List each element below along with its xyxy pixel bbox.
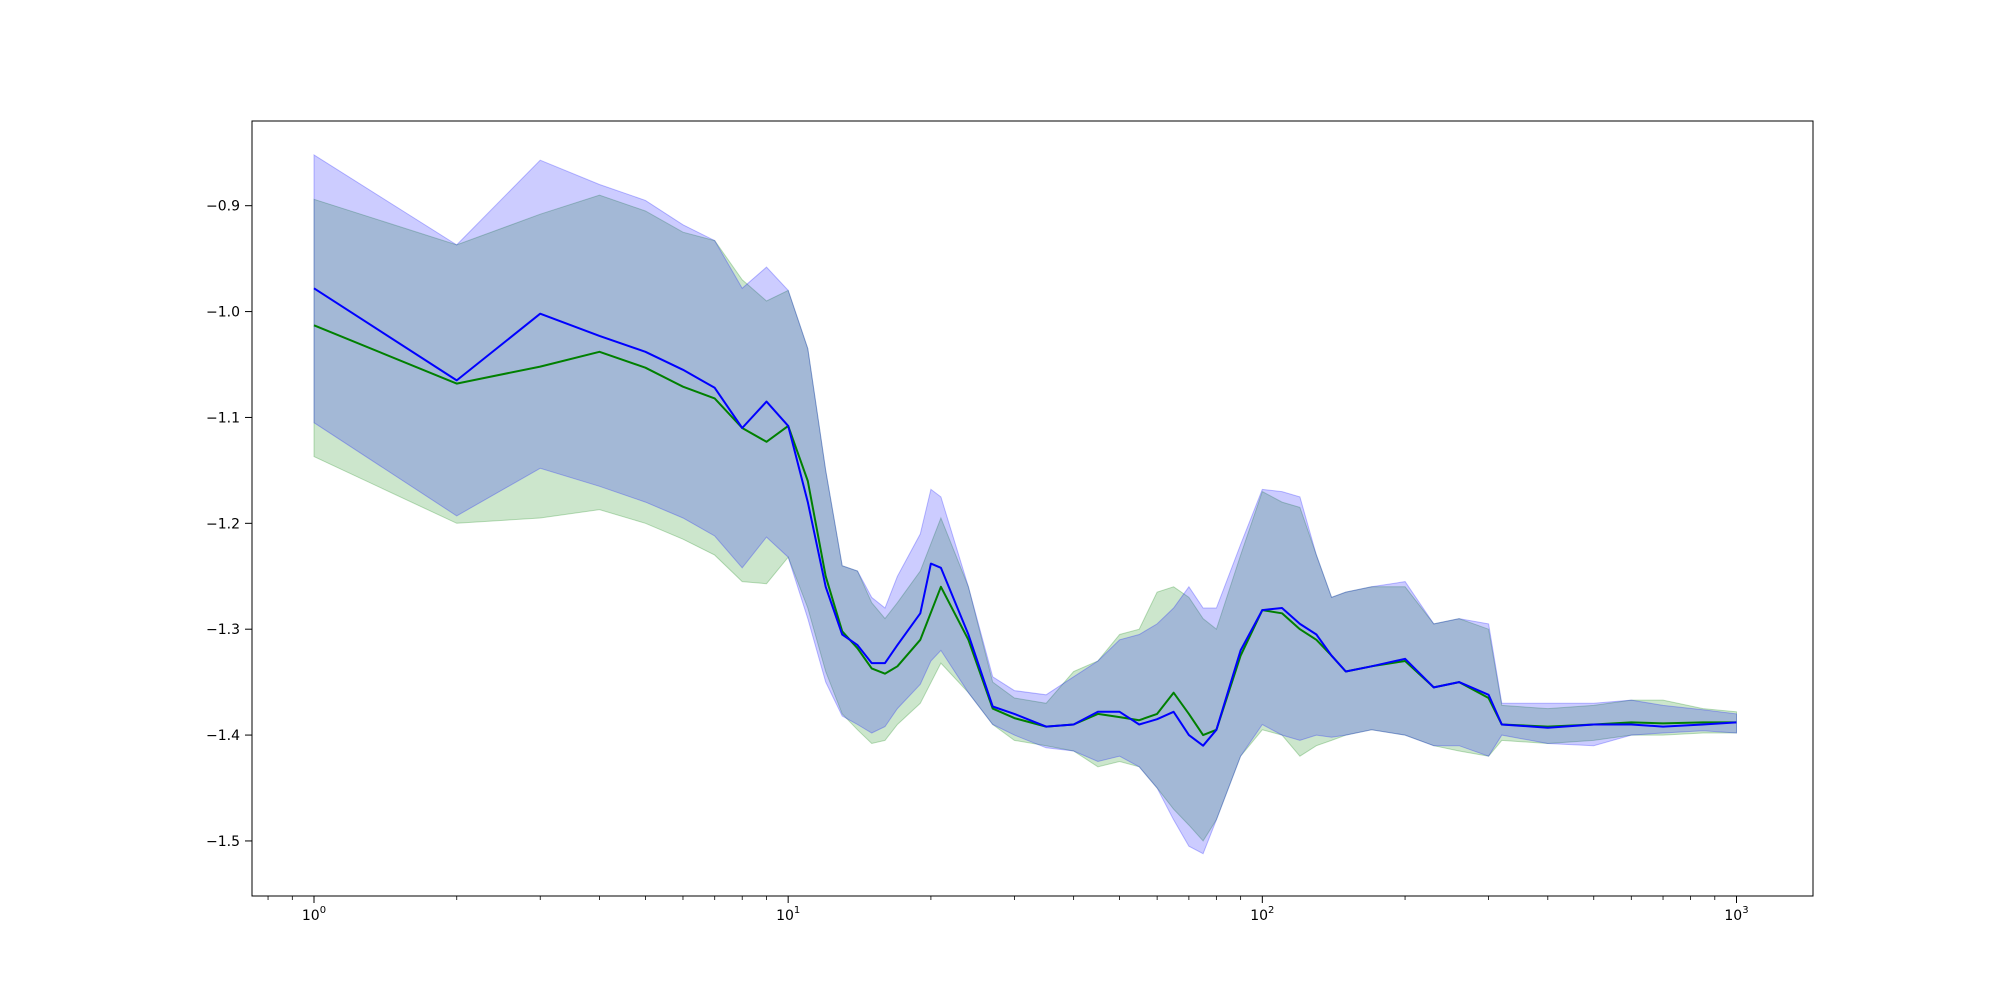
confidence-bands bbox=[313, 153, 1737, 855]
x-tick-label: 101 bbox=[776, 905, 800, 924]
x-tick-label: 102 bbox=[1250, 905, 1274, 924]
series-1-band bbox=[313, 194, 1737, 842]
x-tick-label: 100 bbox=[302, 905, 326, 924]
x-axis: 100 101 102 103 bbox=[267, 896, 1749, 924]
y-tick-label: −1.4 bbox=[206, 728, 240, 744]
series-lines bbox=[313, 287, 1737, 747]
y-tick-label: −1.3 bbox=[206, 622, 240, 638]
x-tick-label: 103 bbox=[1724, 905, 1748, 924]
plot-frame bbox=[251, 120, 1814, 897]
y-axis: −0.9 −1.0 −1.1 −1.2 −1.3 −1.4 −1.5 bbox=[206, 199, 252, 850]
y-tick-label: −1.2 bbox=[206, 516, 240, 532]
series-2-band bbox=[313, 153, 1737, 855]
series-2-line bbox=[313, 287, 1737, 747]
y-tick-label: −1.0 bbox=[206, 305, 240, 321]
y-tick-label: −1.5 bbox=[206, 834, 240, 850]
y-tick-label: −0.9 bbox=[206, 199, 240, 215]
y-tick-label: −1.1 bbox=[206, 410, 240, 426]
